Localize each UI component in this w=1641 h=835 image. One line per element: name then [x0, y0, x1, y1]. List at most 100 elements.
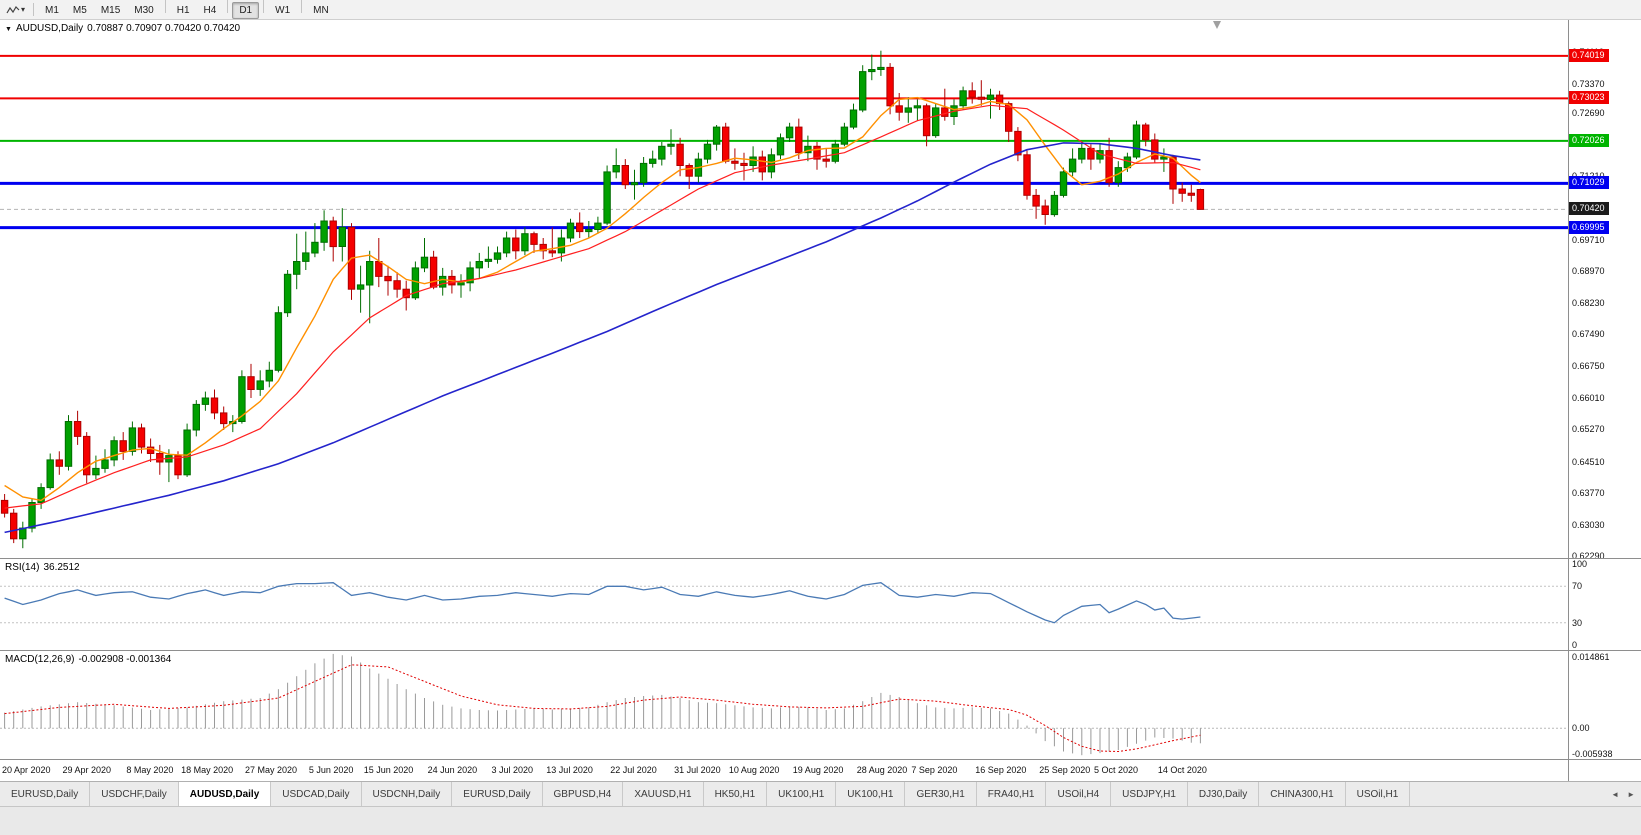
date-tick-label: 18 May 2020 [181, 765, 234, 775]
rsi-label: RSI(14) [5, 562, 40, 573]
timeframe-w1-button[interactable]: W1 [275, 5, 291, 16]
macd-chart-canvas[interactable] [0, 651, 1568, 759]
chart-tab-hk50-h1[interactable]: HK50,H1 [703, 782, 768, 806]
rsi-value: 36.2512 [43, 562, 80, 573]
chart-header: ▼ AUDUSD,Daily 0.70887 0.70907 0.70420 0.7… [5, 23, 244, 34]
window-bottom-strip [0, 806, 1641, 835]
price-axis[interactable]: 0.741100.733700.726900.719500.712100.704… [1568, 20, 1641, 558]
chart-tab-fra40-h1[interactable]: FRA40,H1 [976, 782, 1047, 806]
toolbar-separator [227, 0, 229, 13]
price-tick-label: 0.66750 [1572, 361, 1605, 371]
macd-tick-label: 0.014861 [1572, 652, 1610, 662]
date-tick-label: 27 May 2020 [245, 765, 298, 775]
rsi-header: RSI(14) 36.2512 [5, 562, 84, 573]
rsi-axis[interactable]: 100 70 30 0 [1568, 559, 1641, 650]
price-tick-label: 0.71210 [1572, 171, 1605, 181]
date-tick-label: 5 Oct 2020 [1094, 765, 1139, 775]
chart-tab-uk100-h1[interactable]: UK100,H1 [767, 782, 837, 806]
date-tick-label: 15 Jun 2020 [363, 765, 414, 775]
price-tick-label: 0.64510 [1572, 456, 1605, 467]
chart-tab-dj30-daily[interactable]: DJ30,Daily [1187, 782, 1260, 806]
price-tick-label: 0.68970 [1572, 266, 1605, 277]
rsi-chart-canvas[interactable] [0, 559, 1568, 650]
toolbar-separator [33, 3, 35, 16]
hline-price-box: 0.73023 [1569, 91, 1609, 105]
chart-tab-ger30-h1[interactable]: GER30,H1 [905, 782, 977, 806]
tab-scroll-arrows: ◄ ► [1605, 782, 1641, 806]
chart-tab-usdcad-daily[interactable]: USDCAD,Daily [271, 782, 362, 806]
hline-price-box: 0.72026 [1569, 133, 1609, 147]
chart-tab-eurusd-daily[interactable]: EURUSD,Daily [452, 782, 543, 806]
chart-tab-eurusd-daily[interactable]: EURUSD,Daily [0, 782, 91, 806]
timeframe-toolbar: ▾ M1 M5 M15 M30 H1 H4 D1 W1 MN [0, 0, 1641, 20]
timeframe-h1-button[interactable]: H1 [176, 5, 190, 16]
chart-mode-icon[interactable] [6, 4, 20, 16]
chart-tab-uk100-h1[interactable]: UK100,H1 [836, 782, 906, 806]
dropdown-caret-icon[interactable]: ▾ [21, 5, 26, 14]
chart-tab-usdjpy-h1[interactable]: USDJPY,H1 [1111, 782, 1188, 806]
date-tick-label: 14 Oct 2020 [1157, 765, 1207, 775]
tab-scroll-right-icon[interactable]: ► [1627, 789, 1635, 799]
macd-header: MACD(12,26,9) -0.002908 -0.001364 [5, 654, 175, 665]
date-tick-label: 22 Jul 2020 [610, 765, 657, 775]
chart-tab-china300-h1[interactable]: CHINA300,H1 [1259, 782, 1346, 806]
macd-values: -0.002908 -0.001364 [78, 654, 172, 665]
toolbar-separator [301, 0, 303, 13]
date-tick-label: 31 Jul 2020 [674, 765, 721, 775]
price-tick-label: 0.68230 [1572, 297, 1605, 308]
date-tick-label: 16 Sep 2020 [975, 765, 1027, 775]
price-tick-label: 0.63030 [1572, 519, 1605, 530]
chart-tabs: EURUSD,Daily USDCHF,Daily AUDUSD,Daily USDC… [0, 782, 1411, 806]
hline-price-box: 0.74019 [1569, 48, 1609, 62]
macd-axis[interactable]: 0.014861 0.00 -0.005938 [1568, 651, 1641, 759]
date-tick-label: 5 Jun 2020 [308, 765, 354, 775]
rsi-tick-label: 70 [1572, 581, 1583, 592]
timeframe-h4-button[interactable]: H4 [203, 5, 217, 16]
rsi-tick-label: 30 [1572, 617, 1583, 628]
chart-tab-usdcnh-daily[interactable]: USDCNH,Daily [361, 782, 453, 806]
price-tick-label: 0.72690 [1572, 107, 1605, 118]
date-tick-label: 8 May 2020 [126, 765, 174, 775]
toolbar-separator [164, 0, 166, 13]
chart-tab-usdchf-daily[interactable]: USDCHF,Daily [90, 782, 179, 806]
price-tick-label: 0.67490 [1572, 329, 1605, 340]
hline-price-box: 0.71029 [1569, 176, 1609, 190]
timeframe-mn-button[interactable]: MN [313, 5, 329, 16]
current-price-box: 0.70420 [1569, 202, 1609, 216]
chart-context-icon[interactable]: ▼ [5, 26, 12, 33]
time-axis[interactable]: 20 Apr 2020 29 Apr 2020 8 May 2020 18 May 2… [0, 759, 1641, 781]
price-tick-label: 0.63770 [1572, 488, 1605, 499]
price-pane: 0.741100.733700.726900.719500.712100.704… [0, 20, 1641, 558]
price-tick-label: 0.73370 [1572, 78, 1605, 89]
date-tick-label: 10 Aug 2020 [728, 765, 780, 775]
timeframe-buttons: M1 M5 M15 M30 H1 H4 D1 W1 MN [38, 0, 336, 19]
price-tick-label: 0.66010 [1572, 392, 1605, 403]
timeframe-m30-button[interactable]: M30 [134, 5, 154, 16]
chart-tab-usoil-h4[interactable]: USOil,H4 [1046, 782, 1112, 806]
timeframe-m1-button[interactable]: M1 [45, 5, 59, 16]
macd-tick-label: 0.00 [1572, 723, 1590, 734]
price-tick-label: 0.65270 [1572, 424, 1605, 435]
date-tick-label: 19 Aug 2020 [792, 765, 844, 775]
axis-corner [1568, 760, 1641, 781]
chart-symbol: AUDUSD,Daily [15, 23, 84, 34]
macd-pane: 0.014861 0.00 -0.005938 MACD(12,26,9) -0.00… [0, 650, 1641, 759]
chart-tab-usoil-h1[interactable]: USOil,H1 [1345, 782, 1411, 806]
chart-tab-audusd-daily[interactable]: AUDUSD,Daily [178, 782, 272, 806]
toolbar-separator [263, 0, 265, 13]
date-tick-label: 7 Sep 2020 [911, 765, 958, 775]
date-tick-label: 13 Jul 2020 [546, 765, 593, 775]
timeframe-d1-button[interactable]: D1 [232, 2, 260, 19]
tab-scroll-left-icon[interactable]: ◄ [1611, 789, 1620, 799]
price-chart-canvas[interactable] [0, 20, 1568, 558]
timeframe-m15-button[interactable]: M15 [100, 5, 121, 16]
chart-tab-gbpusd-h4[interactable]: GBPUSD,H4 [542, 782, 624, 806]
timeframe-m5-button[interactable]: M5 [72, 5, 87, 16]
macd-label: MACD(12,26,9) [5, 654, 75, 665]
date-tick-label: 28 Aug 2020 [856, 765, 908, 775]
chart-tab-xauusd-h1[interactable]: XAUUSD,H1 [623, 782, 704, 806]
date-tick-label: 25 Sep 2020 [1039, 765, 1091, 775]
chart-tabbar: EURUSD,Daily USDCHF,Daily AUDUSD,Daily USDC… [0, 781, 1641, 806]
rsi-pane: 100 70 30 0 RSI(14) 36.2512 [0, 558, 1641, 650]
